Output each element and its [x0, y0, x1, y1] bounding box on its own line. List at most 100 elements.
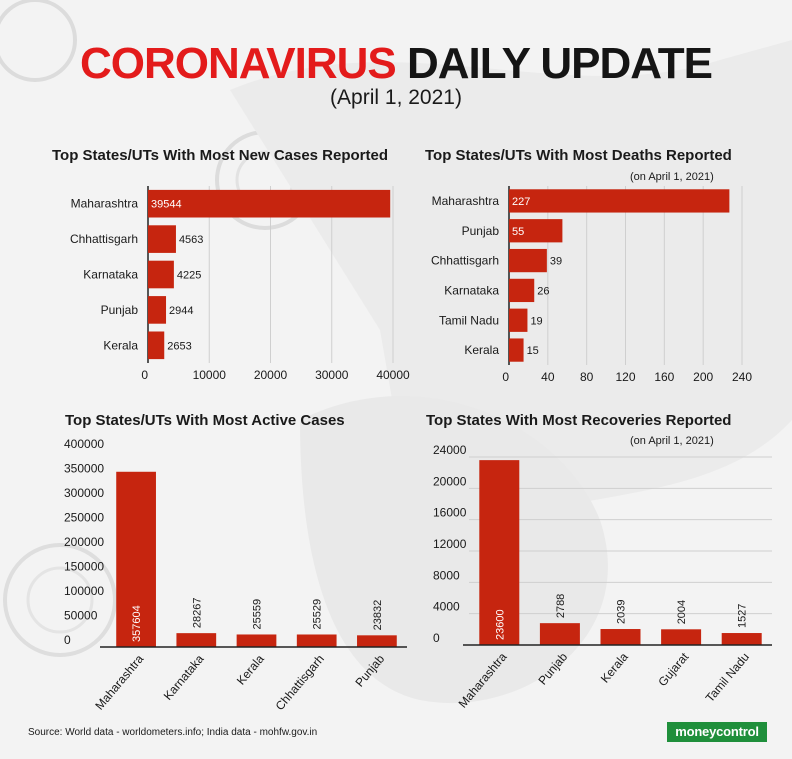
y-tick-label: 24000: [433, 443, 467, 457]
y-tick-label: 250000: [64, 511, 104, 525]
data-label: 55: [512, 226, 524, 238]
bar: [509, 248, 547, 273]
recoveries-chart-title: Top States With Most Recoveries Reported: [426, 412, 732, 429]
bar: [116, 471, 156, 647]
x-tick-label: 10000: [193, 368, 227, 382]
x-tick-label: 40: [541, 370, 555, 384]
data-label: 4563: [179, 234, 203, 246]
category-label: Karnataka: [444, 283, 499, 297]
y-tick-label: 0: [64, 633, 71, 647]
y-tick-label: 12000: [433, 537, 467, 551]
y-tick-label: 20000: [433, 474, 467, 488]
data-label: 2004: [676, 600, 688, 624]
y-tick-label: 200000: [64, 535, 104, 549]
recoveries-chart-note: (on April 1, 2021): [630, 435, 714, 447]
category-label: Maharashtra: [432, 194, 500, 208]
bar: [509, 189, 730, 213]
data-label: 2944: [169, 305, 193, 317]
data-label: 2039: [616, 600, 628, 624]
x-tick-label: 0: [141, 368, 148, 382]
data-label: 23600: [494, 609, 506, 640]
category-label: Tamil Nadu: [439, 313, 499, 327]
bar: [148, 225, 176, 253]
category-label: Kerala: [464, 343, 499, 357]
data-label: 25529: [312, 599, 324, 630]
data-label: 2653: [167, 340, 191, 352]
source-note: Source: World data - worldometers.info; …: [28, 727, 318, 738]
page-title: CORONAVIRUS DAILY UPDATE: [0, 40, 792, 88]
category-label: Maharashtra: [456, 650, 510, 711]
bar: [509, 338, 524, 362]
data-label: 23832: [372, 600, 384, 631]
bar: [296, 634, 337, 647]
data-label: 39: [550, 256, 562, 268]
x-tick-label: 160: [654, 370, 674, 384]
category-label: Chhattisgarh: [70, 232, 138, 246]
new-cases-chart-title: Top States/UTs With Most New Cases Repor…: [52, 147, 389, 164]
page-subtitle: (April 1, 2021): [330, 86, 462, 109]
bar: [236, 634, 277, 647]
deaths-chart-note: (on April 1, 2021): [630, 171, 714, 183]
y-tick-label: 16000: [433, 506, 467, 520]
x-tick-label: 40000: [376, 368, 410, 382]
data-label: 26: [537, 285, 549, 297]
bar: [357, 635, 397, 647]
y-tick-label: 50000: [64, 609, 98, 623]
bar: [479, 460, 520, 645]
data-label: 25559: [252, 599, 264, 630]
bar: [176, 633, 217, 647]
y-tick-label: 350000: [64, 462, 104, 476]
category-label: Punjab: [101, 303, 139, 317]
x-tick-label: 240: [732, 370, 752, 384]
title-black-part: DAILY UPDATE: [406, 39, 713, 88]
category-label: Gujarat: [655, 649, 691, 689]
y-tick-label: 400000: [64, 437, 104, 451]
category-label: Kerala: [103, 338, 138, 352]
bar: [509, 308, 528, 332]
data-label: 227: [512, 196, 530, 208]
bar: [539, 623, 580, 645]
x-tick-label: 200: [693, 370, 713, 384]
bar: [661, 629, 702, 645]
category-label: Chhattisgarh: [431, 254, 499, 268]
deaths-chart-title: Top States/UTs With Most Deaths Reported: [425, 147, 732, 164]
bar: [721, 633, 762, 645]
bar: [148, 189, 391, 218]
bar: [509, 219, 563, 243]
x-tick-label: 80: [580, 370, 594, 384]
category-label: Maharashtra: [71, 197, 139, 211]
x-tick-label: 30000: [315, 368, 349, 382]
y-tick-label: 300000: [64, 486, 104, 500]
data-label: 39544: [151, 199, 182, 211]
y-tick-label: 8000: [433, 568, 460, 582]
data-label: 19: [530, 315, 542, 327]
data-label: 357604: [131, 605, 143, 642]
y-tick-label: 150000: [64, 560, 104, 574]
bar: [148, 260, 174, 289]
bar: [148, 296, 167, 324]
data-label: 2788: [555, 594, 567, 618]
y-tick-label: 0: [433, 631, 440, 645]
category-label: Kerala: [598, 650, 631, 686]
data-label: 28267: [191, 598, 203, 629]
bar: [600, 629, 641, 645]
title-red-part: CORONAVIRUS: [79, 39, 397, 88]
x-tick-label: 0: [502, 370, 509, 384]
y-tick-label: 100000: [64, 584, 104, 598]
x-tick-label: 20000: [254, 368, 288, 382]
y-tick-label: 4000: [433, 600, 460, 614]
category-label: Tamil Nadu: [703, 650, 752, 705]
category-label: Punjab: [462, 224, 500, 238]
active-cases-chart-title: Top States/UTs With Most Active Cases: [65, 412, 345, 429]
x-tick-label: 120: [615, 370, 635, 384]
bar: [148, 331, 165, 360]
data-label: 4225: [177, 270, 201, 282]
category-label: Punjab: [535, 650, 570, 688]
moneycontrol-logo: moneycontrol: [667, 722, 767, 742]
data-label: 1527: [737, 604, 749, 628]
category-label: Karnataka: [83, 268, 138, 282]
